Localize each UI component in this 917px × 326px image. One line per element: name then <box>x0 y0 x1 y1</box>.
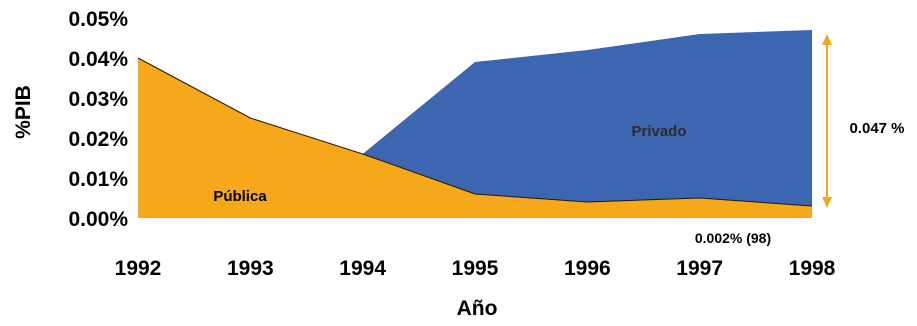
x-tick-label: 1997 <box>676 257 723 280</box>
x-tick-label: 1992 <box>115 257 162 280</box>
arrow-head-down <box>822 197 832 208</box>
x-axis-ticks: 1992 1993 1994 1995 1996 1997 1998 <box>115 257 836 280</box>
y-tick-label: 0.00% <box>68 208 128 231</box>
y-tick-label: 0.01% <box>68 168 128 191</box>
total-range-arrow <box>822 34 832 208</box>
x-tick-label: 1995 <box>452 257 499 280</box>
series-label-privado: Privado <box>631 123 686 140</box>
area-privado <box>362 30 812 206</box>
arrow-head-up <box>822 34 832 45</box>
y-tick-label: 0.03% <box>68 88 128 111</box>
series-boundary-line <box>137 57 813 207</box>
series-label-publica: Pública <box>213 188 267 205</box>
y-axis-title: %PIB <box>12 85 35 139</box>
last-public-annotation: 0.002% (98) <box>695 230 771 246</box>
total-annotation: 0.047 % <box>849 120 904 137</box>
y-axis-ticks: 0.00% 0.01% 0.02% 0.03% 0.04% 0.05% <box>68 8 128 231</box>
y-tick-label: 0.02% <box>68 128 128 151</box>
y-tick-label: 0.04% <box>68 48 128 71</box>
chart-areas <box>137 30 813 218</box>
x-tick-label: 1994 <box>339 257 386 280</box>
x-tick-label: 1996 <box>564 257 611 280</box>
x-axis-title: Año <box>457 297 498 320</box>
area-publica <box>138 58 812 218</box>
x-tick-label: 1993 <box>227 257 274 280</box>
x-tick-label: 1998 <box>789 257 836 280</box>
y-tick-label: 0.05% <box>68 8 128 31</box>
